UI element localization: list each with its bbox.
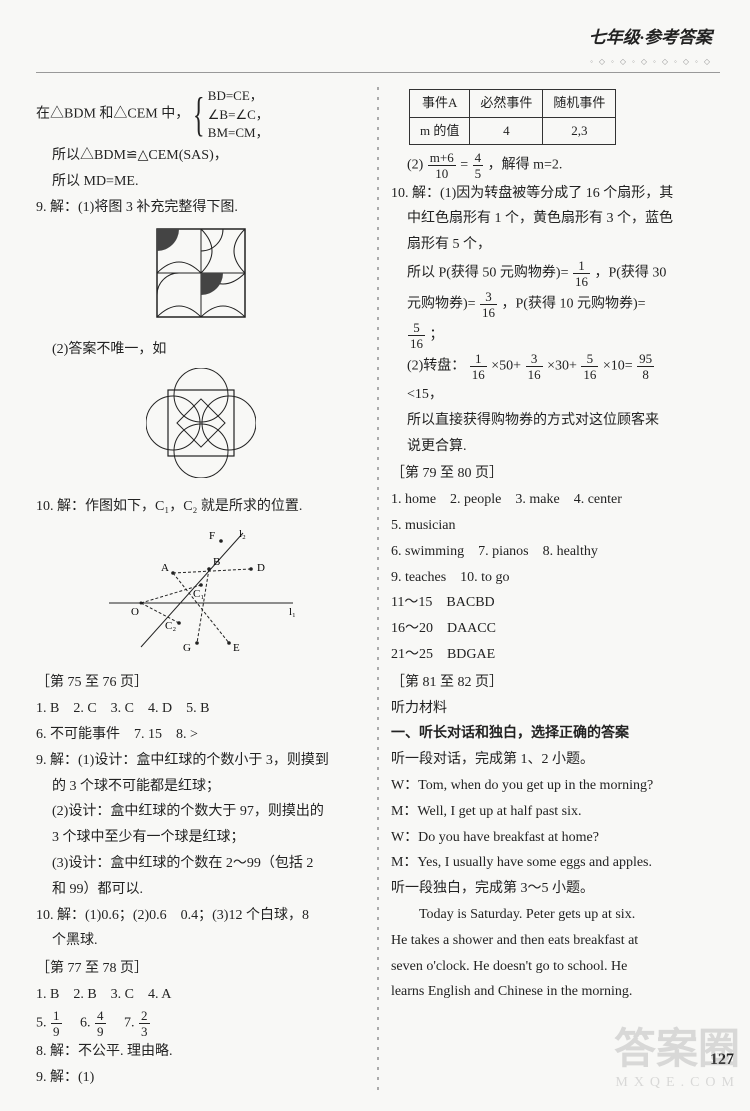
label-G: G [183, 642, 191, 654]
table-header: 随机事件 [543, 90, 616, 117]
table-cell: 2,3 [543, 117, 616, 144]
equation: (2)转盘： 116 ×50+ 316 ×30+ 516 ×10= 958 [391, 352, 720, 381]
header-rule [36, 72, 720, 73]
watermark: 答案圈 MXQE.COM [614, 1029, 740, 1095]
column-divider [377, 87, 379, 1091]
text: 听一段对话，完成第 1、2 小题。 [391, 748, 720, 772]
equation: (2) m+610 = 45 ，解得 m=2. [391, 151, 720, 180]
answers: 11～15 BACBD [391, 591, 720, 615]
text: 所以直接获得购物券的方式对这位顾客来 [391, 409, 720, 433]
answers-fractions: 5. 19 6. 49 7. 23 [36, 1009, 365, 1038]
text: (2)设计：盒中红球的个数大于 97，则摸出的 [36, 800, 365, 824]
q10-head: 10. 解：作图如下，C₁，C₂ 就是所求的位置. [36, 495, 365, 519]
answers: 6. 不可能事件 7. 15 8. > [36, 723, 365, 747]
triangle-condition: 在△BDM 和△CEM 中， { BD=CE， ∠B=∠C， BM=CM， [36, 87, 365, 142]
equation: 元购物券)= 316 ，P(获得 10 元购物券)= [391, 290, 720, 319]
watermark-big: 答案圈 [614, 1029, 740, 1071]
table-header: 必然事件 [470, 90, 543, 117]
text: 10. 解：(1)因为转盘被等分成了 16 个扇形，其 [391, 182, 720, 206]
q9-2: (2)答案不唯一，如 [36, 338, 365, 362]
text: 6. [66, 1016, 94, 1031]
label-E: E [233, 642, 240, 654]
q9-head: 9. 解：(1)将图 3 补充完整得下图. [36, 196, 365, 220]
text: 9. 解：(1) [36, 1066, 365, 1090]
cond-b: ∠B=∠C， [208, 107, 269, 122]
watermark-small: MXQE.COM [614, 1071, 740, 1095]
dialogue: M：Yes, I usually have some eggs and appl… [391, 851, 720, 875]
figure-1 [36, 225, 365, 330]
text: 7. [110, 1016, 138, 1031]
passage: Today is Saturday. Peter gets up at six. [391, 903, 720, 927]
text: 所以△BDM≌△CEM(SAS)， [36, 144, 365, 168]
text: (3)设计：盒中红球的个数在 2～99（包括 2 [36, 852, 365, 876]
text: 听一段独白，完成第 3～5 小题。 [391, 877, 720, 901]
dialogue: W：Do you have breakfast at home? [391, 826, 720, 850]
text: 听力材料 [391, 697, 720, 721]
passage: He takes a shower and then eats breakfas… [391, 929, 720, 953]
answers: 9. teaches 10. to go [391, 566, 720, 590]
page-header: 七年级·参考答案 [36, 24, 720, 53]
text: 和 99）都可以. [36, 878, 365, 902]
text: 中红色扇形有 1 个，黄色扇形有 3 个，蓝色 [391, 207, 720, 231]
table-header: 事件A [409, 90, 469, 117]
text: 9. 解：(1)设计：盒中红球的个数小于 3，则摸到 [36, 749, 365, 773]
header-decoration: ◦ ◇ ◦ ◇ ◦ ◇ ◦ ◇ ◦ ◇ ◦ ◇ [36, 55, 720, 69]
text: 个黑球. [36, 929, 365, 953]
section-79: ［第 79 至 80 页］ [391, 462, 720, 486]
text: <15， [391, 383, 720, 407]
label-O: O [131, 606, 139, 618]
cond-c: BM=CM， [208, 125, 269, 140]
table-cell: m 的值 [409, 117, 469, 144]
equation: 516 ； [391, 321, 720, 350]
label-l2: l₂ [239, 528, 246, 540]
answers: 21～25 BDGAE [391, 643, 720, 667]
brace: { [193, 91, 205, 139]
passage: learns English and Chinese in the mornin… [391, 980, 720, 1004]
answers: 5. musician [391, 514, 720, 538]
answers: 16～20 DAACC [391, 617, 720, 641]
section-77: ［第 77 至 78 页］ [36, 957, 365, 981]
left-column: 在△BDM 和△CEM 中， { BD=CE， ∠B=∠C， BM=CM， 所以… [36, 87, 365, 1091]
answers: 6. swimming 7. pianos 8. healthy [391, 540, 720, 564]
figure-2 [36, 368, 365, 487]
label-C1: C₁ [193, 588, 204, 600]
cond-a: BD=CE， [208, 88, 263, 103]
equation: 所以 P(获得 50 元购物券)= 116 ，P(获得 30 [391, 259, 720, 288]
table-cell: 4 [470, 117, 543, 144]
section-heading: 一、听长对话和独白，选择正确的答案 [391, 722, 720, 746]
section-75: ［第 75 至 76 页］ [36, 671, 365, 695]
text: 所以 MD=ME. [36, 170, 365, 194]
text: 5. [36, 1016, 50, 1031]
text: 10. 解：(1)0.6；(2)0.6 0.4；(3)12 个白球，8 [36, 904, 365, 928]
answers: 1. home 2. people 3. make 4. center [391, 488, 720, 512]
dialogue: M：Well, I get up at half past six. [391, 800, 720, 824]
label-l1: l₁ [289, 606, 296, 618]
answers: 1. B 2. C 3. C 4. D 5. B [36, 697, 365, 721]
section-81: ［第 81 至 82 页］ [391, 671, 720, 695]
text: 8. 解：不公平. 理由略. [36, 1040, 365, 1064]
text: 3 个球中至少有一个球是红球； [36, 826, 365, 850]
right-column: 事件A 必然事件 随机事件 m 的值 4 2,3 (2) m+610 = 45 … [391, 87, 720, 1091]
text: 的 3 个球不可能都是红球； [36, 775, 365, 799]
dialogue: W：Tom, when do you get up in the morning… [391, 774, 720, 798]
label-F: F [209, 530, 215, 542]
probability-table: 事件A 必然事件 随机事件 m 的值 4 2,3 [409, 89, 616, 144]
text: 扇形有 5 个， [391, 233, 720, 257]
label-D: D [257, 562, 265, 574]
figure-3: l₁ l₂ O A B F D C₁ C₂ G E [36, 525, 365, 664]
answers: 1. B 2. B 3. C 4. A [36, 983, 365, 1007]
label-B: B [213, 556, 220, 568]
passage: seven o'clock. He doesn't go to school. … [391, 955, 720, 979]
text: 在△BDM 和△CEM 中， [36, 107, 189, 122]
text: 说更合算. [391, 435, 720, 459]
label-A: A [161, 562, 169, 574]
label-C2: C₂ [165, 620, 176, 632]
